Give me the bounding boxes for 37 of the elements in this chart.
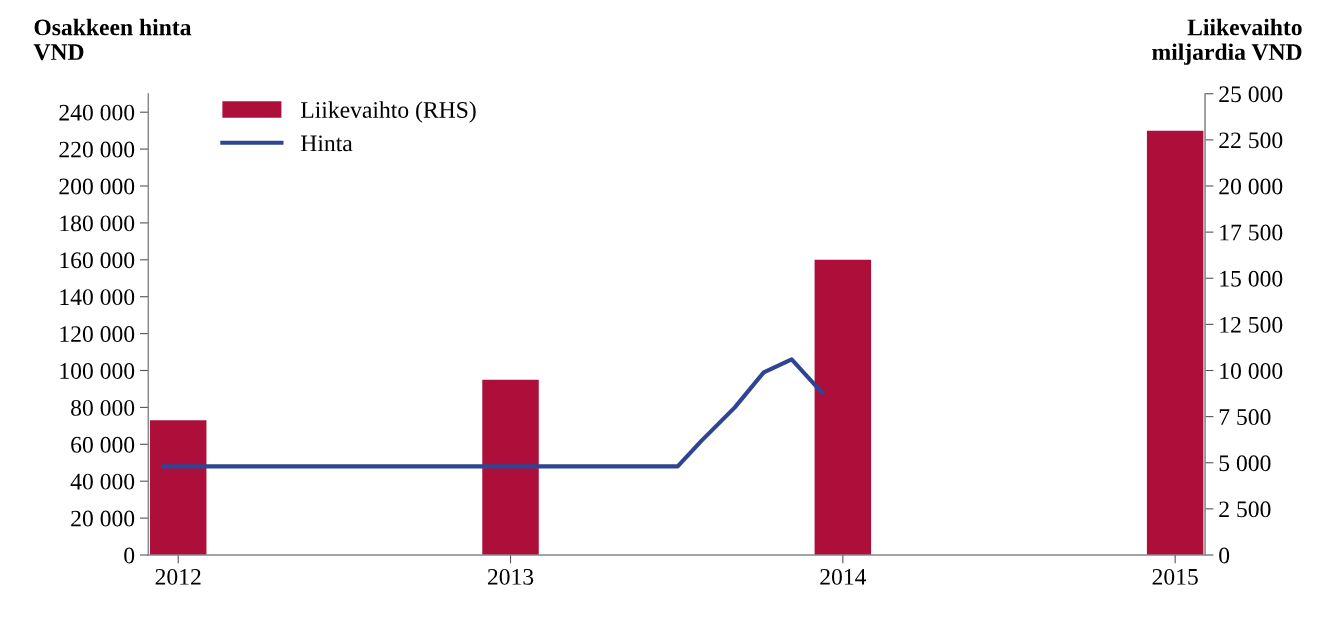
x-tick-label: 2014 <box>820 568 867 585</box>
y2-tick-label: 10 000 <box>1220 362 1283 379</box>
y2-axis-title: Liikevaihto miljardia VND <box>1152 18 1302 65</box>
y-tick-label: 120 000 <box>60 326 135 343</box>
y2-tick-label: 25 000 <box>1219 86 1283 103</box>
y-tick-label: 180 000 <box>60 215 135 232</box>
y2-tick-label: 17 500 <box>1220 224 1283 241</box>
bar <box>814 259 872 555</box>
y-tick-label: 240 000 <box>59 104 135 121</box>
y2-tick-label: 0 <box>1219 547 1230 564</box>
y2-tick-label: 12 500 <box>1220 316 1283 333</box>
bar <box>149 420 207 555</box>
y-axis-title: Osakkeen hinta VND <box>33 18 192 61</box>
y-tick-label: 0 <box>124 547 135 564</box>
y-tick-label: 60 000 <box>71 436 135 453</box>
y-tick-label: 80 000 <box>71 399 135 416</box>
line-series <box>161 357 824 469</box>
bar <box>482 379 539 555</box>
bar <box>1146 130 1204 555</box>
x-tick-label: 2015 <box>1152 568 1198 585</box>
x-tick-label: 2012 <box>155 568 201 585</box>
y2-tick-label: 22 500 <box>1219 132 1283 149</box>
legend-label: Liikevaihto (RHS) <box>300 101 476 123</box>
y-tick-label: 140 000 <box>60 289 135 306</box>
y-tick-label: 40 000 <box>70 473 135 490</box>
y2-tick-label: 5 000 <box>1219 455 1271 472</box>
legend-label: Hinta <box>300 135 353 152</box>
y-tick-label: 20 000 <box>71 510 135 527</box>
y2-tick-label: 15 000 <box>1220 270 1283 287</box>
y2-tick-label: 7 500 <box>1219 409 1271 426</box>
y-tick-label: 100 000 <box>60 362 135 379</box>
x-tick-label: 2013 <box>487 568 534 585</box>
y-tick-label: 220 000 <box>59 141 135 158</box>
y2-tick-label: 2 500 <box>1219 501 1271 518</box>
y2-tick-label: 20 000 <box>1219 178 1283 195</box>
y-tick-label: 200 000 <box>59 178 135 195</box>
y-tick-label: 160 000 <box>60 252 135 269</box>
